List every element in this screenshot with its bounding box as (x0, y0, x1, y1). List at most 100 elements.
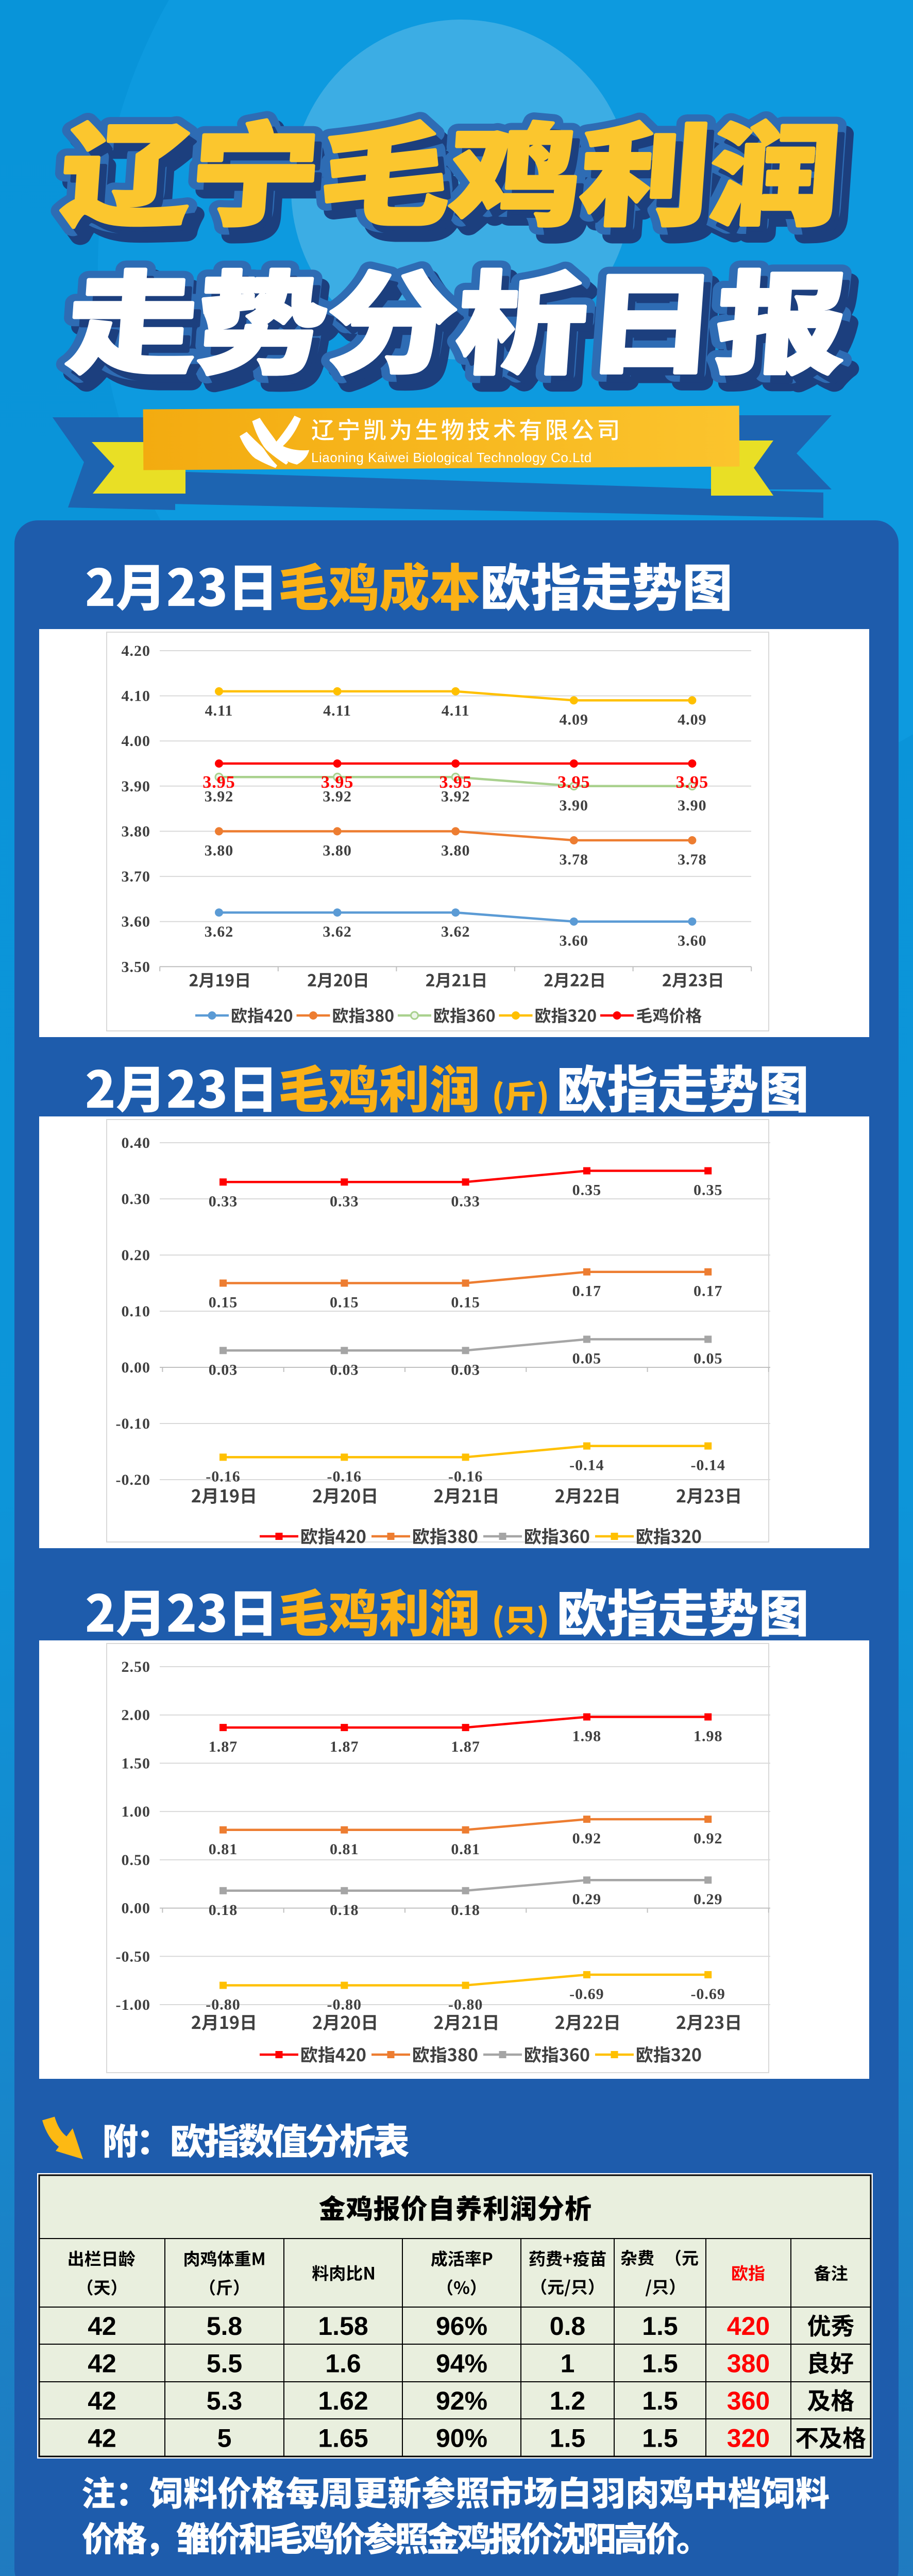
svg-text:-0.14: -0.14 (690, 1457, 725, 1474)
svg-text:3.92: 3.92 (441, 788, 470, 805)
svg-text:3.62: 3.62 (323, 923, 352, 940)
svg-text:0.00: 0.00 (122, 1900, 151, 1917)
svg-text:42: 42 (88, 2349, 116, 2378)
svg-text:3.80: 3.80 (122, 823, 151, 840)
svg-text:0.35: 0.35 (572, 1182, 602, 1199)
svg-text:3.95: 3.95 (557, 773, 590, 792)
svg-text:0.18: 0.18 (209, 1902, 238, 1919)
svg-text:0.81: 0.81 (330, 1841, 359, 1858)
svg-text:0.03: 0.03 (451, 1361, 480, 1378)
svg-text:0.03: 0.03 (209, 1361, 238, 1378)
svg-text:0.18: 0.18 (330, 1902, 359, 1919)
svg-text:1.2: 1.2 (550, 2386, 586, 2415)
svg-text:3.62: 3.62 (441, 923, 470, 940)
svg-text:-0.20: -0.20 (116, 1471, 151, 1488)
svg-text:3.92: 3.92 (205, 788, 234, 805)
svg-text:0.17: 0.17 (694, 1283, 723, 1300)
svg-text:42: 42 (88, 2386, 116, 2415)
svg-text:-0.50: -0.50 (116, 1948, 151, 1965)
svg-text:4.09: 4.09 (560, 711, 589, 728)
svg-text:0.40: 0.40 (122, 1134, 151, 1151)
svg-text:3.95: 3.95 (202, 773, 235, 792)
svg-text:1.5: 1.5 (642, 2312, 678, 2341)
svg-text:0.92: 0.92 (694, 1830, 723, 1847)
svg-text:1.58: 1.58 (318, 2312, 368, 2341)
svg-text:3.90: 3.90 (122, 778, 151, 795)
svg-text:-0.80: -0.80 (448, 1996, 483, 2013)
svg-text:1.87: 1.87 (330, 1738, 359, 1755)
svg-text:96%: 96% (436, 2312, 487, 2341)
svg-text:-0.16: -0.16 (448, 1468, 483, 1485)
svg-text:1.5: 1.5 (642, 2349, 678, 2378)
svg-text:3.50: 3.50 (122, 958, 151, 975)
svg-text:1.5: 1.5 (550, 2424, 586, 2453)
svg-text:1.98: 1.98 (694, 1728, 723, 1745)
svg-text:2.00: 2.00 (122, 1707, 151, 1724)
svg-text:94%: 94% (436, 2349, 487, 2378)
svg-text:0.81: 0.81 (451, 1841, 480, 1858)
svg-text:4.11: 4.11 (205, 702, 233, 719)
svg-text:0.15: 0.15 (330, 1294, 359, 1311)
svg-text:1.6: 1.6 (325, 2349, 361, 2378)
svg-text:360: 360 (727, 2386, 770, 2415)
svg-text:4.09: 4.09 (678, 711, 707, 728)
svg-text:3.60: 3.60 (122, 913, 151, 930)
svg-text:-0.69: -0.69 (690, 1986, 725, 2003)
svg-text:-0.14: -0.14 (569, 1457, 604, 1474)
svg-text:-0.69: -0.69 (569, 1986, 604, 2003)
svg-text:0.35: 0.35 (694, 1182, 723, 1199)
svg-text:1.98: 1.98 (572, 1728, 602, 1745)
svg-text:3.80: 3.80 (205, 842, 234, 859)
svg-text:320: 320 (727, 2424, 770, 2453)
svg-text:3.90: 3.90 (678, 797, 707, 814)
svg-text:3.95: 3.95 (439, 773, 472, 792)
svg-text:380: 380 (727, 2349, 770, 2378)
svg-text:2.50: 2.50 (122, 1658, 151, 1675)
svg-text:3.62: 3.62 (205, 923, 234, 940)
svg-text:5.8: 5.8 (207, 2312, 243, 2341)
svg-text:Liaoning Kaiwei Biological Tec: Liaoning Kaiwei Biological Technology Co… (311, 450, 592, 465)
svg-text:90%: 90% (436, 2424, 487, 2453)
svg-text:3.70: 3.70 (122, 868, 151, 885)
svg-text:92%: 92% (436, 2386, 487, 2415)
svg-text:0.03: 0.03 (330, 1361, 359, 1378)
svg-text:-1.00: -1.00 (116, 1996, 151, 2013)
svg-text:3.60: 3.60 (678, 933, 707, 950)
svg-text:5.5: 5.5 (207, 2349, 243, 2378)
svg-text:0.33: 0.33 (451, 1193, 480, 1210)
svg-text:-0.16: -0.16 (327, 1468, 362, 1485)
svg-text:3.80: 3.80 (441, 842, 470, 859)
svg-text:0.00: 0.00 (122, 1359, 151, 1376)
svg-text:-0.80: -0.80 (327, 1996, 362, 2013)
svg-text:1.65: 1.65 (318, 2424, 368, 2453)
svg-text:3.78: 3.78 (678, 851, 707, 868)
svg-text:1: 1 (561, 2349, 575, 2378)
svg-text:4.10: 4.10 (122, 688, 151, 705)
svg-text:1.62: 1.62 (318, 2386, 368, 2415)
svg-text:4.11: 4.11 (442, 702, 470, 719)
svg-text:420: 420 (727, 2312, 770, 2341)
svg-text:5: 5 (217, 2424, 232, 2453)
svg-text:5.3: 5.3 (207, 2386, 243, 2415)
svg-text:0.30: 0.30 (122, 1191, 151, 1208)
svg-text:1.87: 1.87 (451, 1738, 480, 1755)
svg-text:3.78: 3.78 (560, 851, 589, 868)
svg-text:0.33: 0.33 (209, 1193, 238, 1210)
svg-text:0.81: 0.81 (209, 1841, 238, 1858)
svg-text:0.15: 0.15 (451, 1294, 480, 1311)
svg-text:1.87: 1.87 (209, 1738, 238, 1755)
svg-text:0.33: 0.33 (330, 1193, 359, 1210)
svg-text:3.80: 3.80 (323, 842, 352, 859)
svg-text:0.20: 0.20 (122, 1247, 151, 1264)
svg-text:3.60: 3.60 (560, 933, 589, 950)
svg-text:0.15: 0.15 (209, 1294, 238, 1311)
svg-text:0.8: 0.8 (550, 2312, 586, 2341)
svg-text:-0.80: -0.80 (206, 1996, 241, 2013)
svg-text:-0.16: -0.16 (206, 1468, 241, 1485)
svg-text:0.29: 0.29 (572, 1891, 602, 1908)
svg-text:42: 42 (88, 2424, 116, 2453)
svg-text:4.20: 4.20 (122, 642, 151, 659)
svg-text:0.29: 0.29 (694, 1891, 723, 1908)
svg-text:1.00: 1.00 (122, 1803, 151, 1820)
svg-text:0.92: 0.92 (572, 1830, 602, 1847)
